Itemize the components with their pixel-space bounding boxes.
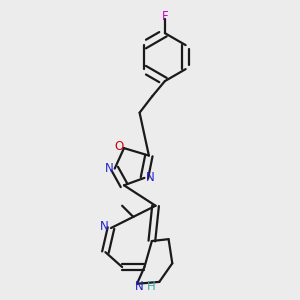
Text: O: O [114,140,123,153]
Text: N: N [100,220,109,233]
Text: H: H [147,280,155,293]
Text: F: F [161,10,168,22]
Text: N: N [104,162,113,175]
Text: N: N [146,171,155,184]
Text: N: N [134,280,143,293]
